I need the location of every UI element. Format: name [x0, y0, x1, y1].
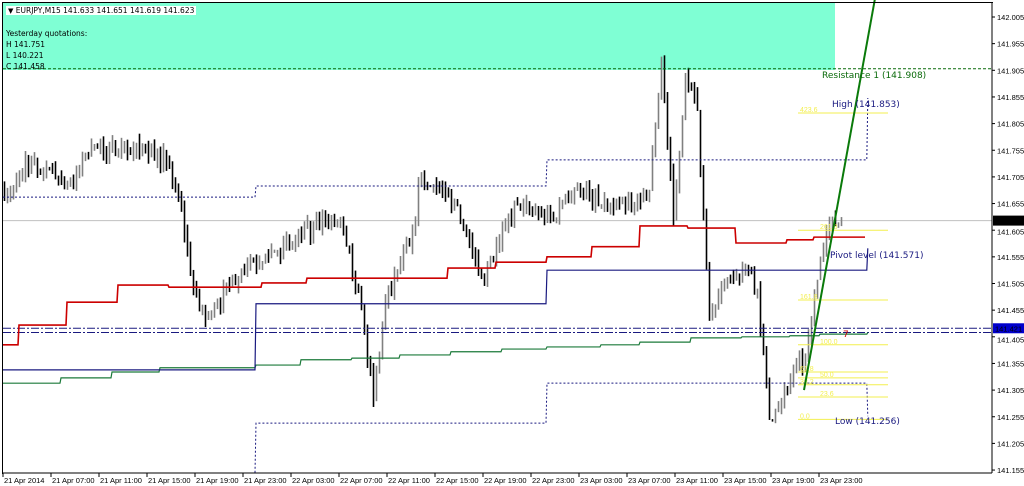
level-price-label: 141.421	[995, 324, 1022, 333]
price-tick-label: 141.805	[997, 120, 1024, 129]
fib-level-label: 261.8	[820, 224, 838, 231]
price-tick-label: 141.405	[997, 335, 1024, 344]
price-tick-label: 141.455	[997, 306, 1024, 315]
time-tick-label: 22 Apr 03:00	[292, 476, 335, 485]
time-tick-label: 22 Apr 19:00	[484, 476, 527, 485]
price-tick-label: 141.855	[997, 93, 1024, 102]
pivot-indicator-line	[3, 248, 869, 371]
yesterday-high: H 141.751	[6, 40, 46, 49]
time-tick-label: 22 Apr 11:00	[388, 476, 430, 485]
time-tick-label: 22 Apr 07:00	[340, 476, 383, 485]
fib-level-label: 100.0	[820, 339, 838, 346]
level-price-label-bg	[993, 323, 1024, 334]
time-tick-label: 23 Apr 11:00	[676, 476, 718, 485]
fib-level-label: 23.6	[820, 391, 834, 398]
price-tick-label: 141.905	[997, 66, 1024, 75]
time-tick-label: 21 Apr 07:00	[52, 476, 95, 485]
price-tick-label: 142.005	[997, 13, 1024, 22]
fib-level-label: 423.6	[800, 107, 818, 114]
price-tick-label: 141.155	[997, 466, 1024, 475]
trend-line	[803, 0, 876, 391]
symbol-quote: EURJPY,M15 141.633 141.651 141.619 141.6…	[15, 6, 195, 15]
time-tick-label: 23 Apr 23:00	[820, 476, 863, 485]
fib-level-label: 0.0	[800, 413, 810, 420]
time-tick-label: 22 Apr 23:00	[532, 476, 575, 485]
time-tick-label: 21 Apr 23:00	[244, 476, 287, 485]
price-tick-label: 141.355	[997, 359, 1024, 368]
current-price-label: 141.623	[995, 217, 1022, 226]
time-tick-label: 21 Apr 2014	[4, 476, 44, 485]
price-tick-label: 141.755	[997, 146, 1024, 155]
pivot-level-label: Pivot level (141.571)	[830, 251, 923, 261]
fib-level-label: 38.2	[800, 379, 814, 386]
time-tick-label: 22 Apr 15:00	[436, 476, 479, 485]
yesterday-title: Yesterday quotations:	[6, 29, 88, 38]
price-bars	[3, 55, 843, 424]
price-tick-label: 141.605	[997, 228, 1024, 237]
fib-level-label: 161.8	[800, 294, 818, 301]
price-tick-label: 141.555	[997, 253, 1024, 262]
time-tick-label: 21 Apr 11:00	[100, 476, 142, 485]
price-tick-label: 141.655	[997, 200, 1024, 209]
resistance-1-label: Resistance 1 (141.908)	[822, 71, 926, 81]
yesterday-close: C 141.458	[6, 62, 45, 71]
price-tick-label: 141.305	[997, 386, 1024, 395]
price-tick-label: 141.255	[997, 413, 1024, 422]
current-price-label-bg	[993, 215, 1024, 226]
dropdown-triangle-icon[interactable]: ▼	[8, 7, 14, 15]
time-axis: 21 Apr 2014 21 Apr 07:00 21 Apr 11:00 21 Ap…	[2, 473, 863, 485]
yesterday-low: L 140.221	[6, 51, 44, 60]
time-tick-label: 23 Apr 19:00	[772, 476, 815, 485]
marker-label: 7	[843, 330, 849, 340]
red-indicator-line	[3, 225, 865, 346]
price-tick-label: 141.955	[997, 40, 1024, 49]
green-indicator-line	[3, 332, 869, 384]
time-tick-label: 23 Apr 15:00	[724, 476, 767, 485]
low-label: Low (141.256)	[835, 417, 900, 427]
time-tick-label: 21 Apr 15:00	[148, 476, 191, 485]
time-tick-label: 23 Apr 03:00	[580, 476, 623, 485]
yesterday-low-dotted-line	[254, 382, 869, 473]
time-tick-label: 23 Apr 07:00	[628, 476, 671, 485]
symbol-title[interactable]: ▼ EURJPY,M15 141.633 141.651 141.619 141…	[6, 6, 197, 15]
fib-level-label: 50.0	[820, 372, 834, 379]
high-label: High (141.853)	[832, 100, 900, 110]
price-tick-label: 141.205	[997, 439, 1024, 448]
time-tick-label: 21 Apr 19:00	[196, 476, 239, 485]
price-tick-label: 141.705	[997, 173, 1024, 182]
price-axis: 142.005 141.955 141.905 141.855 141.805 141.7…	[992, 13, 1024, 475]
chart-info: ▼ EURJPY,M15 141.633 141.651 141.619 141…	[6, 5, 197, 72]
price-tick-label: 141.505	[997, 280, 1024, 289]
